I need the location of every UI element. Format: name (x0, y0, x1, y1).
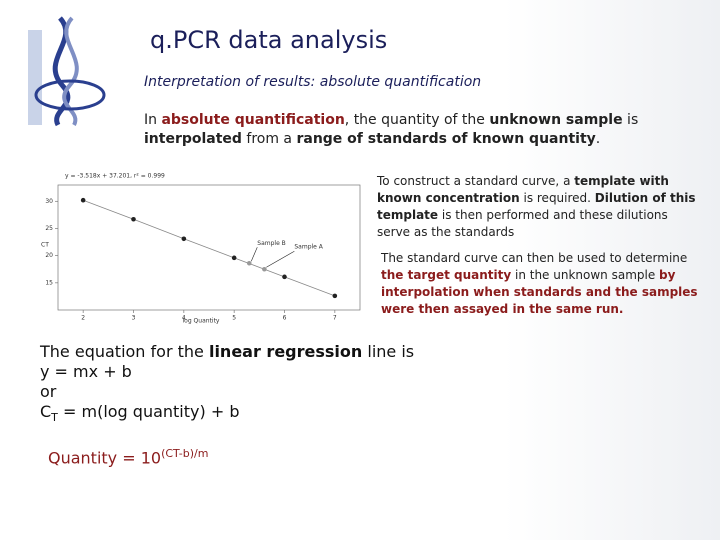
text: linear regression (208, 342, 363, 361)
point (262, 266, 267, 272)
text: The standard curve can then be used to d… (381, 251, 688, 265)
text: The equation for the (40, 342, 209, 361)
point (131, 216, 136, 222)
line: CT = m(log quantity) + b (40, 402, 414, 428)
formula: Quantity = 10(CT-b)/m (48, 447, 208, 467)
point (332, 293, 338, 299)
text: is (622, 112, 639, 128)
text: = m(log quantity) + b (57, 402, 240, 421)
y-axis-label: CT (41, 242, 49, 249)
text: absolute quantification (161, 112, 345, 128)
logo-bar (28, 30, 42, 125)
text: the target quantity (381, 268, 512, 282)
text: range of standards of known quantity (296, 131, 596, 147)
intro: In absolute quantification, the quantity… (144, 111, 654, 149)
line: The equation for the linear regression l… (40, 342, 414, 362)
note: The standard curve can then be used to d… (381, 250, 701, 318)
text: . (595, 131, 601, 147)
text: To construct a standard curve, a (377, 174, 575, 188)
annotation: Sample B (257, 240, 286, 247)
chart-title: y = -3.518x + 37.201, r² = 0.999 (65, 173, 165, 180)
text: interpolated (144, 131, 242, 147)
x-tick-label: 3 (132, 315, 136, 322)
title: q.PCR data analysis (150, 26, 388, 54)
x-axis-label: log Quantity (183, 318, 220, 325)
point (282, 274, 287, 280)
x-tick-label: 2 (81, 315, 85, 322)
point (181, 236, 187, 242)
text: , the quantity of the (344, 112, 490, 128)
y-tick-label: 20 (45, 252, 53, 259)
note: To construct a standard curve, a templat… (377, 173, 697, 241)
text: is required. (519, 191, 595, 205)
point (231, 255, 237, 261)
text: by interpolation when standards and the … (381, 268, 698, 316)
fit-line (83, 199, 335, 297)
x-tick-label: 4 (182, 315, 186, 322)
x-tick-label: 5 (232, 315, 236, 322)
text: T (51, 411, 58, 425)
y-tick-label: 15 (45, 279, 53, 286)
logo (28, 16, 106, 127)
text: template with known concentration (377, 174, 669, 205)
subtitle: Interpretation of results: absolute quan… (144, 74, 482, 90)
text: is then performed and these dilutions se… (377, 208, 668, 239)
text: line is (362, 342, 415, 361)
logo-helix (62, 16, 79, 126)
text: (CT-b)/m (161, 447, 209, 460)
plot-frame (57, 184, 361, 311)
y-tick-label: 30 (45, 198, 53, 205)
x-tick-label: 6 (283, 315, 287, 322)
text: from a (241, 131, 297, 147)
text: In (144, 112, 162, 128)
y-tick-label: 25 (45, 225, 53, 232)
x-tick-label: 7 (333, 315, 337, 322)
line: y = mx + b (40, 362, 132, 381)
text: Dilution of this template (377, 191, 696, 222)
point (80, 197, 86, 203)
line: or (40, 382, 57, 401)
text: Quantity = 10 (48, 448, 162, 468)
annotation-arrow (250, 247, 258, 262)
text: C (40, 402, 52, 421)
point (246, 260, 252, 266)
annotation: Sample A (294, 244, 323, 251)
equation: The equation for the linear regression l… (40, 342, 414, 428)
annotation-arrow (266, 250, 295, 268)
text: unknown sample (489, 112, 623, 128)
text: in the unknown sample (511, 268, 660, 282)
chart: y = -3.518x + 37.201, r² = 0.999 log Qua… (35, 167, 368, 328)
logo-ring (34, 79, 106, 111)
